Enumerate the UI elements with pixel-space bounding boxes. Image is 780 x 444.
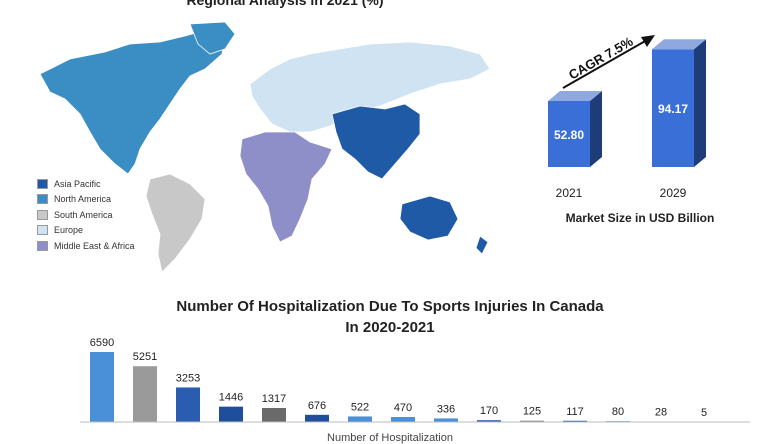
bar-value-label: 470	[394, 402, 412, 414]
legend-label: Europe	[54, 225, 83, 235]
bar	[391, 417, 415, 422]
region-australia	[400, 196, 458, 240]
bar-value-label: 117	[566, 406, 584, 418]
bar-value-label: 3253	[176, 372, 200, 384]
region-north-america	[40, 29, 225, 174]
bar-value-label: 125	[523, 406, 541, 418]
legend-swatch	[37, 179, 48, 189]
cagr-chart: 52.80 2021 94.17 2029 CAGR 7.5%	[525, 22, 755, 212]
region-new-zealand	[476, 236, 488, 254]
bar	[348, 416, 372, 422]
bar	[434, 418, 458, 422]
bar-side	[694, 39, 706, 167]
chart-title-line: Number Of Hospitalization Due To Sports …	[100, 296, 680, 317]
legend-label: Asia Pacific	[54, 179, 101, 189]
bar-value-label: 6590	[90, 337, 114, 349]
bar	[176, 387, 200, 422]
bar-value-label: 52.80	[554, 128, 584, 142]
legend-label: South America	[54, 210, 113, 220]
region-middle-east-africa	[240, 132, 332, 242]
bar	[219, 407, 243, 422]
bar-value-label: 94.17	[658, 102, 688, 116]
cagr-arrow-head	[641, 35, 655, 47]
bar-value-label: 170	[480, 405, 498, 417]
bar	[305, 415, 329, 422]
bar-value-label: 28	[655, 407, 667, 419]
legend-swatch	[37, 225, 48, 235]
bar-value-label: 1446	[219, 392, 243, 404]
legend-swatch	[37, 194, 48, 204]
bar-value-label: 5251	[133, 351, 157, 363]
hospitalization-chart: 6590 5251 3253 1446 1317 676 522 470 336 170 125 11…	[0, 330, 780, 430]
legend-item-middle-east-africa: Middle East & Africa	[37, 238, 135, 254]
legend-swatch	[37, 210, 48, 220]
map-title: Regional Analysis in 2021 (%)	[120, 0, 450, 8]
bar-value-label: 676	[308, 400, 326, 412]
category-label: 2021	[556, 186, 583, 200]
legend-item-north-america: North America	[37, 192, 135, 208]
legend-label: Middle East & Africa	[54, 241, 135, 251]
category-label: 2029	[660, 186, 687, 200]
region-asia-pacific	[332, 104, 420, 179]
bar	[90, 352, 114, 422]
bar-side	[590, 91, 602, 167]
x-axis-label: Number of Hospitalization	[250, 432, 530, 444]
bar-value-label: 522	[351, 401, 369, 413]
bar-value-label: 336	[437, 403, 455, 415]
bar-value-label: 1317	[262, 393, 286, 405]
cagr-caption: Market Size in USD Billion	[540, 211, 740, 225]
legend-label: North America	[54, 194, 111, 204]
legend-item-south-america: South America	[37, 207, 135, 223]
bar	[262, 408, 286, 422]
legend-swatch	[37, 241, 48, 251]
region-south-america	[146, 174, 205, 272]
bar	[133, 366, 157, 422]
bar-value-label: 80	[612, 406, 624, 418]
cagr-annotation: CAGR 7.5%	[566, 34, 636, 83]
map-legend: Asia Pacific North America South America…	[37, 176, 135, 254]
legend-item-europe: Europe	[37, 223, 135, 239]
bar-value-label: 5	[701, 407, 707, 419]
legend-item-asia-pacific: Asia Pacific	[37, 176, 135, 192]
